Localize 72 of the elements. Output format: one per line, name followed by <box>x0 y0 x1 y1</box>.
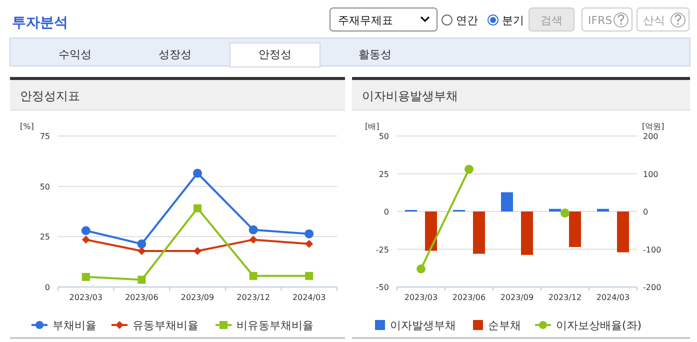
y-tick-label: 0 <box>384 208 389 216</box>
point <box>82 272 90 281</box>
x-tick-label: 2023/12 <box>236 293 270 302</box>
y2-tick-label: 0 <box>643 208 648 216</box>
point <box>194 204 202 212</box>
point <box>249 272 258 280</box>
bar <box>501 192 513 212</box>
bar <box>473 212 485 254</box>
bar <box>617 212 629 252</box>
point <box>304 229 314 238</box>
x-tick-label: 2023/12 <box>548 293 582 302</box>
bar <box>569 212 581 247</box>
point <box>416 264 426 274</box>
point <box>560 208 570 218</box>
point <box>138 276 146 284</box>
y-tick-label: 25 <box>40 232 50 242</box>
y-tick-label: 75 <box>40 132 50 141</box>
x-tick-label: 2024/03 <box>292 293 326 302</box>
point <box>305 240 314 248</box>
legend-label: 이자발생부채 <box>390 319 456 332</box>
text: 수익성 <box>58 48 92 61</box>
bar <box>597 208 609 212</box>
x-tick-label: 2023/03 <box>404 293 438 302</box>
x-tick-label: 2023/09 <box>500 293 534 302</box>
point <box>81 226 90 236</box>
legend-label: 유동부채비율 <box>132 319 198 332</box>
legend-label: 순부채 <box>488 319 521 332</box>
x-tick-label: 2023/03 <box>69 293 103 302</box>
bar <box>425 212 437 251</box>
y-tick-label: 50 <box>378 132 389 141</box>
point <box>138 246 146 255</box>
x-tick-label: 2023/06 <box>452 293 486 302</box>
y-axis-title: [%] <box>20 122 34 131</box>
point <box>305 272 314 280</box>
y-tick-label: 50 <box>40 182 50 192</box>
text: 검색 <box>540 14 562 27</box>
point <box>194 246 202 255</box>
text: 분기 <box>502 14 524 27</box>
x-tick-label: 2023/06 <box>125 293 158 302</box>
text: IFRS <box>588 14 612 27</box>
legend-label: 비유동부채비율 <box>236 319 314 332</box>
y-tick-label: 25 <box>378 170 389 179</box>
x-tick-label: 2024/03 <box>596 293 630 302</box>
y2-tick-label: -200 <box>643 283 662 292</box>
point <box>249 236 258 244</box>
y2-tick-label: -100 <box>643 245 662 254</box>
y2-tick-label: 100 <box>643 170 658 179</box>
text: 산식 <box>643 14 665 27</box>
text: 성장성 <box>158 48 192 61</box>
point <box>248 225 258 234</box>
text: 활동성 <box>358 48 392 61</box>
point <box>82 236 90 244</box>
y-axis-title: [배] <box>365 122 380 131</box>
legend-label: 이자보상배율(좌) <box>556 319 642 332</box>
y2-axis-title: [억원] <box>642 122 664 131</box>
point <box>137 239 146 248</box>
y-tick-label: 0 <box>44 283 50 292</box>
text: 연간 <box>456 14 478 27</box>
y-tick-label: -50 <box>376 283 389 292</box>
point <box>464 164 474 174</box>
bar <box>521 212 533 255</box>
chart-title: 안정성지표 <box>20 89 80 103</box>
point <box>193 168 202 178</box>
text: 안정성 <box>258 48 292 61</box>
y2-tick-label: 200 <box>643 132 658 141</box>
text: 투자분석 <box>12 15 68 31</box>
chart-title: 이자비용발생부채 <box>362 89 458 103</box>
bar <box>549 208 561 212</box>
legend-label: 부채비율 <box>52 319 96 332</box>
x-tick-label: 2023/09 <box>180 293 214 302</box>
text: 주재무제표 <box>338 14 393 27</box>
y-tick-label: -25 <box>376 245 389 254</box>
